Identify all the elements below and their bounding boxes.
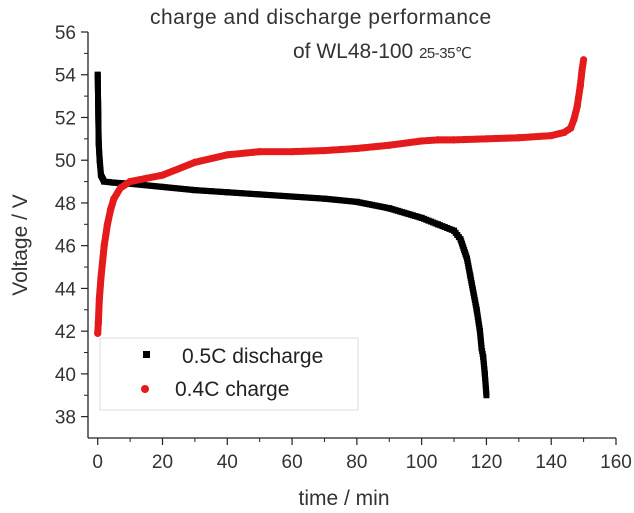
data-point bbox=[434, 136, 442, 144]
data-point bbox=[94, 329, 102, 337]
legend-marker-charge bbox=[141, 385, 149, 393]
chart-series-layer bbox=[94, 56, 588, 399]
data-point bbox=[573, 103, 581, 111]
data-point bbox=[100, 242, 108, 250]
data-point bbox=[418, 137, 426, 145]
data-point bbox=[320, 146, 329, 155]
data-point bbox=[481, 370, 488, 377]
data-point bbox=[515, 134, 523, 142]
data-point bbox=[473, 306, 480, 313]
data-point bbox=[94, 319, 102, 327]
y-tick-label: 38 bbox=[55, 408, 76, 429]
chart-legend: 0.5C discharge 0.4C charge bbox=[99, 337, 359, 411]
y-tick-label: 54 bbox=[55, 66, 77, 87]
data-point bbox=[560, 128, 568, 137]
x-tick-label: 20 bbox=[152, 452, 173, 473]
data-point bbox=[256, 191, 263, 198]
data-point bbox=[547, 132, 555, 140]
data-point bbox=[457, 236, 464, 243]
y-tick-label: 44 bbox=[55, 279, 77, 300]
data-point bbox=[570, 116, 578, 124]
data-point bbox=[483, 392, 490, 399]
x-axis-label: time / min bbox=[298, 487, 389, 510]
data-point bbox=[476, 328, 483, 335]
data-point bbox=[353, 144, 361, 153]
chart-title-temperature: 25-35℃ bbox=[419, 45, 472, 62]
y-axis-label: Voltage / V bbox=[9, 194, 32, 296]
y-tick-label: 56 bbox=[55, 23, 76, 44]
data-point bbox=[463, 255, 470, 262]
data-point bbox=[385, 141, 393, 149]
x-tick-label: 120 bbox=[471, 452, 503, 473]
data-point bbox=[97, 172, 104, 179]
legend-box bbox=[99, 337, 359, 411]
series-discharge bbox=[94, 71, 490, 399]
data-point bbox=[224, 189, 231, 196]
x-tick-label: 160 bbox=[600, 452, 632, 473]
data-point bbox=[467, 272, 474, 279]
data-point bbox=[580, 56, 588, 64]
data-point bbox=[158, 171, 167, 179]
data-point bbox=[110, 179, 117, 186]
legend-marker-discharge bbox=[143, 351, 150, 358]
chart-axes: 0 20 40 60 80 100 120 140 160 38 40 42 44 46 48 50 52 54 5… bbox=[9, 23, 632, 510]
data-point bbox=[576, 81, 584, 90]
data-point bbox=[451, 227, 458, 234]
series-charge bbox=[94, 56, 588, 337]
x-tick-label: 140 bbox=[535, 452, 567, 473]
data-point bbox=[578, 66, 586, 75]
x-tick-label: 80 bbox=[346, 452, 367, 473]
data-point bbox=[434, 221, 441, 228]
y-tick-label: 52 bbox=[55, 108, 76, 129]
y-tick-label: 48 bbox=[55, 194, 76, 215]
data-point bbox=[353, 198, 360, 205]
x-tick-label: 0 bbox=[92, 452, 103, 473]
data-point bbox=[478, 345, 485, 352]
y-tick-label: 40 bbox=[55, 365, 76, 386]
x-tick-label: 100 bbox=[406, 452, 438, 473]
data-point bbox=[96, 157, 103, 164]
data-point bbox=[191, 158, 199, 166]
data-point bbox=[95, 295, 103, 303]
data-point bbox=[470, 289, 477, 296]
data-point bbox=[567, 124, 575, 132]
data-point bbox=[101, 178, 108, 185]
data-point bbox=[418, 214, 425, 221]
data-point bbox=[321, 195, 328, 202]
data-point bbox=[223, 151, 231, 159]
legend-label-charge: 0.4C charge bbox=[175, 378, 289, 401]
data-point bbox=[289, 193, 296, 200]
x-tick-label: 60 bbox=[282, 452, 303, 473]
data-point bbox=[482, 135, 491, 143]
chart-title-line2: of WL48-100 25-35℃ bbox=[293, 40, 472, 64]
data-point bbox=[116, 184, 124, 192]
legend-label-discharge: 0.5C discharge bbox=[182, 345, 323, 368]
y-tick-label: 50 bbox=[55, 151, 76, 172]
data-point bbox=[94, 71, 101, 78]
chart-title-line1: charge and discharge performance bbox=[150, 6, 492, 29]
data-point bbox=[97, 274, 105, 282]
data-point bbox=[95, 140, 102, 147]
data-point bbox=[103, 220, 112, 228]
data-point bbox=[110, 195, 118, 203]
chart-title-model: of WL48-100 bbox=[293, 40, 414, 63]
y-tick-label: 46 bbox=[55, 237, 76, 258]
x-tick-label: 40 bbox=[217, 452, 238, 473]
data-point bbox=[126, 177, 134, 186]
data-point bbox=[159, 183, 166, 190]
y-tick-label: 42 bbox=[55, 322, 76, 343]
data-point bbox=[480, 353, 487, 360]
data-point bbox=[288, 148, 296, 156]
data-point bbox=[256, 148, 264, 156]
data-point bbox=[107, 205, 115, 213]
data-point bbox=[191, 187, 198, 194]
data-point bbox=[142, 174, 150, 182]
data-point bbox=[450, 136, 458, 144]
data-point bbox=[386, 205, 393, 212]
